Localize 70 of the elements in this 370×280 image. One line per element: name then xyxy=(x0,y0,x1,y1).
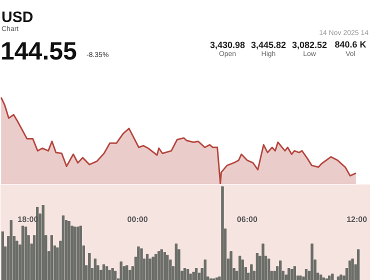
bar xyxy=(340,274,342,280)
bar xyxy=(108,270,111,280)
x-tick-label: 06:00 xyxy=(236,215,258,224)
bar xyxy=(262,244,264,280)
bar xyxy=(186,268,190,280)
bar xyxy=(42,205,44,280)
text: 840.6 K xyxy=(334,40,367,50)
bar xyxy=(348,260,352,280)
bar xyxy=(152,256,154,280)
bar xyxy=(166,254,169,280)
bar xyxy=(111,268,114,280)
bar xyxy=(336,276,340,280)
bar xyxy=(36,206,39,280)
x-tick-label: 00:00 xyxy=(127,215,148,224)
bar xyxy=(183,268,186,280)
bar xyxy=(21,226,24,280)
bar xyxy=(328,276,331,280)
bar xyxy=(331,274,334,280)
bar xyxy=(288,268,290,280)
bar xyxy=(140,248,143,280)
bar xyxy=(50,235,54,280)
bar xyxy=(79,226,82,280)
bar xyxy=(351,258,354,280)
text: 3,445.82 xyxy=(250,40,286,50)
bar xyxy=(24,226,28,280)
bar xyxy=(76,226,80,280)
bar xyxy=(267,258,270,280)
bar xyxy=(154,254,158,280)
bar xyxy=(158,251,160,280)
bar xyxy=(299,276,302,280)
bar xyxy=(174,244,178,280)
bar xyxy=(160,249,163,280)
bar xyxy=(320,274,322,280)
bar xyxy=(230,251,232,280)
chart-title: USD xyxy=(2,9,34,26)
bar xyxy=(102,264,106,280)
bar xyxy=(163,252,166,280)
bar xyxy=(290,268,294,280)
bar xyxy=(238,256,242,280)
bar xyxy=(10,220,13,280)
x-tick-label: 12:00 xyxy=(346,215,368,224)
bar xyxy=(194,268,198,280)
bar xyxy=(241,260,244,280)
bar xyxy=(221,186,224,280)
bar xyxy=(310,244,314,280)
bar xyxy=(356,249,360,280)
bar xyxy=(204,260,206,280)
bar xyxy=(279,260,282,280)
bar xyxy=(114,270,117,280)
bar xyxy=(88,252,91,280)
text: 3,082.52 xyxy=(292,40,328,50)
bar xyxy=(304,268,308,280)
bar xyxy=(215,277,218,280)
bar xyxy=(94,258,97,280)
bar xyxy=(146,254,149,280)
text: 144.55 xyxy=(0,38,78,66)
bar xyxy=(126,265,128,280)
bar xyxy=(293,266,296,280)
bar xyxy=(250,264,253,280)
bar xyxy=(192,272,195,280)
bar xyxy=(322,277,325,280)
bar xyxy=(137,246,140,280)
bar xyxy=(256,252,259,280)
bar xyxy=(105,266,108,280)
bar xyxy=(1,231,4,280)
bar xyxy=(68,221,70,280)
bar xyxy=(120,261,122,280)
bar xyxy=(62,215,65,280)
text: 3,430.98 xyxy=(210,40,246,50)
bar xyxy=(73,226,76,280)
